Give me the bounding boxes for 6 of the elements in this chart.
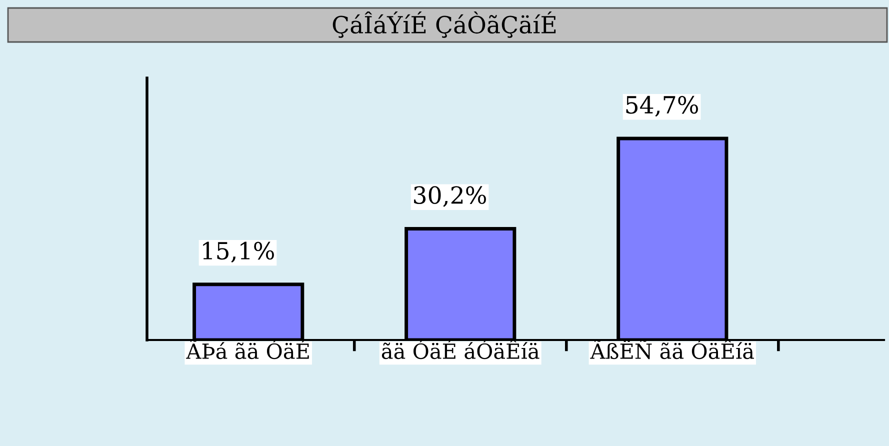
data-label: 30,2% xyxy=(414,186,486,207)
data-label: 54,7% xyxy=(626,96,698,117)
data-label: 15,1% xyxy=(203,242,274,263)
x-tick-label: ãä ÓäÉ áÓäÊíä xyxy=(382,340,540,360)
x-tick-label: ÃÞá ãä ÓäÉ xyxy=(186,340,309,360)
chart-title: ÇáÎáÝíÉ ÇáÒãÇäíÉ xyxy=(332,11,556,38)
